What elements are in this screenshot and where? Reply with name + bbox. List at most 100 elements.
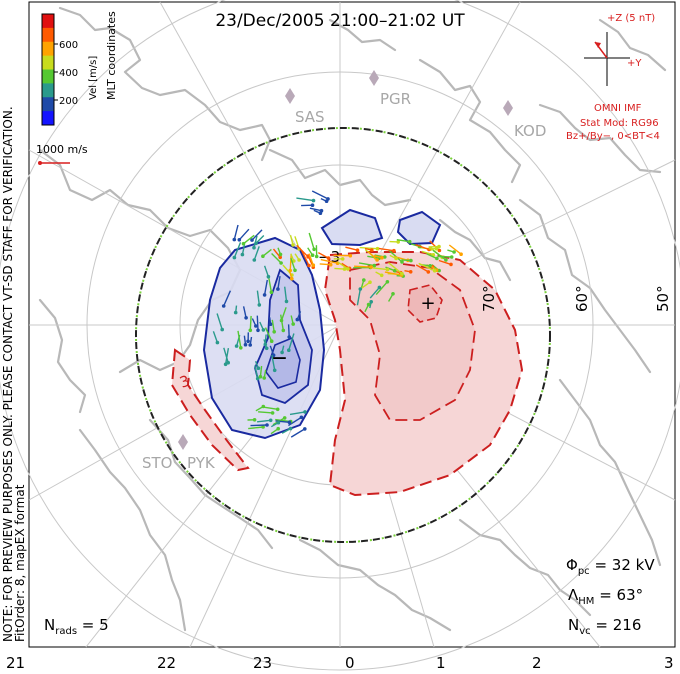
velocity-vector: [262, 406, 278, 410]
velocity-vector: [308, 232, 315, 250]
velocity-vector-origin: [272, 368, 277, 373]
velocity-vector-origin: [269, 290, 274, 295]
velocity-vector: [233, 242, 242, 258]
velocity-vector: [388, 262, 403, 275]
velocity-vector-origin: [297, 258, 301, 262]
velocity-vector: [255, 235, 265, 244]
velocity-vector: [421, 250, 434, 256]
imf-y-label: +Y: [627, 58, 642, 69]
velocity-vector: [378, 247, 395, 252]
velocity-vector: [415, 243, 430, 251]
velocity-vector: [354, 265, 372, 268]
colorbar-segment: [42, 41, 54, 57]
velocity-vector: [309, 207, 322, 212]
station-pyk: PYK: [187, 454, 216, 472]
velocity-vector-origin: [392, 248, 396, 253]
svg-text:SAS: SAS: [295, 108, 325, 126]
velocity-vector-origin: [372, 263, 377, 268]
velocity-vector: [289, 411, 306, 416]
colorbar-tick-600: 600: [59, 40, 78, 51]
imf-dial: +Z (5 nT) +Y OMNI IMF Stat Mod: RG96 Bz+…: [566, 13, 660, 142]
velocity-vector: [320, 258, 338, 264]
velocity-vector-origin: [303, 410, 307, 414]
mlt-tick-21: 21: [6, 654, 25, 672]
velocity-vector-origin: [306, 254, 310, 259]
velocity-vector-origin: [407, 239, 412, 244]
velocity-vector-origin: [287, 348, 291, 353]
velocity-vector-origin: [437, 248, 442, 253]
velocity-vector-origin: [385, 267, 390, 272]
velocity-vector: [388, 249, 403, 263]
velocity-vector-origin: [261, 328, 266, 332]
velocity-vector: [263, 279, 268, 296]
velocity-vector-origin: [314, 254, 319, 259]
preview-note: NOTE: FOR PREVIEW PURPOSES ONLY. PLEASE …: [1, 106, 15, 642]
velocity-vector-origin: [287, 420, 292, 425]
velocity-vector-origin: [400, 271, 404, 276]
velocity-vector-origin: [307, 263, 311, 268]
velocity-vector-origin: [452, 250, 456, 254]
mlt-tick-3: 3: [664, 654, 674, 672]
velocity-vector-origin: [276, 426, 281, 431]
velocity-vector: [257, 419, 271, 423]
velocity-vector-origin: [262, 293, 267, 297]
velocity-vector-origin: [391, 292, 395, 296]
velocity-vector-origin: [368, 280, 372, 285]
velocity-vector-origin: [348, 253, 353, 258]
imf-source: OMNI IMF: [594, 103, 642, 114]
velocity-vector-origin: [256, 328, 260, 333]
stat-phi-pc: Φpc = 32 kV: [566, 556, 655, 577]
velocity-vector-origin: [232, 237, 237, 242]
lat-label-50: 50°: [654, 285, 672, 312]
colorbar-segment: [42, 27, 54, 43]
velocity-vector-origin: [261, 404, 266, 409]
velocity-vector-origin: [290, 276, 294, 281]
velocity-vector-origin: [261, 254, 265, 258]
velocity-vector: [237, 330, 242, 348]
lat-label-70: 70°: [480, 285, 498, 312]
velocity-vector-origin: [346, 267, 350, 271]
velocity-vector: [267, 276, 273, 293]
velocity-vector-origin: [252, 258, 257, 262]
velocity-vector-origin: [369, 265, 374, 269]
velocity-vector-origin: [269, 339, 274, 344]
lat-label-60: 60°: [573, 285, 591, 312]
velocity-vector-origin: [280, 350, 284, 355]
svg-text:PYK: PYK: [187, 454, 216, 472]
velocity-vector-origin: [257, 303, 262, 307]
stat-lambda-hm: ΛHM = 63°: [568, 586, 643, 607]
velocity-vector-origin: [223, 362, 228, 367]
velocity-vector: [359, 281, 371, 290]
velocity-vector: [277, 275, 281, 290]
velocity-vector-origin: [310, 203, 315, 207]
velocity-vector-origin: [276, 287, 280, 291]
velocity-vector-origin: [243, 342, 248, 347]
stat-n-vc: Nvc = 216: [568, 616, 641, 637]
scale-vector: 1000 m/s: [36, 143, 88, 165]
heppner-maynard-boundary: [135, 127, 551, 543]
positive-dusk-contour: [170, 348, 250, 472]
velocity-vector-origin: [254, 241, 258, 246]
velocity-vector: [284, 286, 288, 302]
velocity-vector-origin: [432, 268, 437, 273]
velocity-vector-origin: [319, 208, 324, 213]
velocity-vector: [369, 286, 380, 299]
velocity-vector-origin: [362, 278, 366, 282]
velocity-vector-origin: [437, 244, 441, 249]
velocity-vector-origin: [379, 273, 384, 278]
velocity-vector: [384, 271, 402, 276]
velocity-vector-origin: [265, 423, 269, 427]
velocity-vector: [289, 254, 292, 271]
velocity-vector-origin: [310, 253, 315, 257]
colorbar-segment: [42, 55, 54, 70]
velocity-vector: [287, 324, 290, 338]
velocity-vector: [264, 327, 273, 342]
velocity-vector: [262, 248, 272, 257]
velocity-vector-origin: [409, 258, 413, 263]
velocity-vector-origin: [459, 252, 463, 256]
velocity-vector: [223, 347, 229, 363]
mlt-tick-1: 1: [436, 654, 446, 672]
velocity-vector-origin: [303, 427, 307, 431]
velocity-vector-origin: [342, 267, 347, 271]
